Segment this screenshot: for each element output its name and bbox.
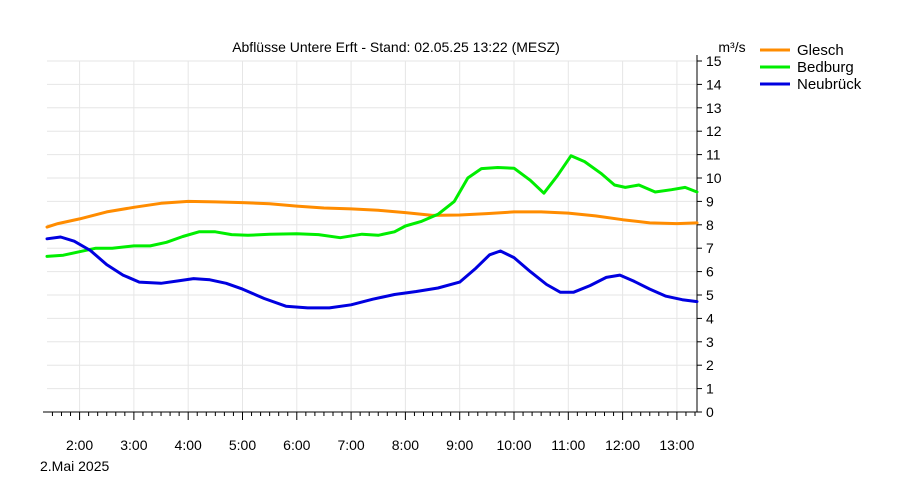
y-tick-label: 9 — [706, 193, 714, 209]
x-tick-label: 5:00 — [229, 437, 256, 453]
y-tick-label: 4 — [706, 310, 714, 326]
series-line-0 — [45, 199, 699, 229]
y-tick-label: 14 — [706, 76, 722, 92]
y-tick-label: 8 — [706, 217, 714, 233]
series-line-1 — [45, 154, 699, 258]
x-tick-label: 3:00 — [120, 437, 147, 453]
x-tick-label: 7:00 — [337, 437, 364, 453]
date-label: 2.Mai 2025 — [40, 458, 109, 474]
series-line-2 — [45, 235, 699, 310]
legend-label: Bedburg — [797, 59, 854, 76]
grid-lines — [47, 60, 697, 413]
x-tick-label: 11:00 — [551, 437, 585, 453]
y-tick-label: 7 — [706, 240, 714, 256]
y-tick-label: 10 — [706, 170, 722, 186]
x-tick-label: 10:00 — [496, 437, 531, 453]
x-tick-label: 2:00 — [66, 437, 93, 453]
y-tick-label: 0 — [706, 404, 714, 420]
y-tick-label: 1 — [706, 381, 714, 397]
y-tick-label: 11 — [706, 147, 721, 163]
x-tick-label: 8:00 — [392, 437, 419, 453]
y-tick-label: 3 — [706, 334, 714, 350]
x-tick-label: 4:00 — [175, 437, 202, 453]
x-tick-label: 12:00 — [605, 437, 640, 453]
chart-title: Abflüsse Untere Erft - Stand: 02.05.25 1… — [232, 39, 560, 55]
x-tick-label: 9:00 — [446, 437, 473, 453]
y-tick-label: 12 — [706, 123, 722, 139]
x-tick-label: 6:00 — [283, 437, 310, 453]
y-axis-unit-label: m³/s — [718, 39, 745, 55]
series-lines — [45, 154, 699, 310]
y-tick-label: 13 — [706, 100, 722, 116]
x-tick-label: 13:00 — [659, 437, 694, 453]
y-tick-label: 2 — [706, 357, 714, 373]
legend-label: Neubrück — [797, 76, 862, 93]
x-axis-ticks: 2:00 3:00 4:00 5:00 6:00 7:00 8:00 9:00 10:00 11:… — [51, 412, 696, 453]
y-tick-label: 15 — [706, 53, 722, 69]
legend-label: Glesch — [797, 42, 844, 59]
y-tick-label: 5 — [706, 287, 714, 303]
y-tick-label: 6 — [706, 264, 714, 280]
